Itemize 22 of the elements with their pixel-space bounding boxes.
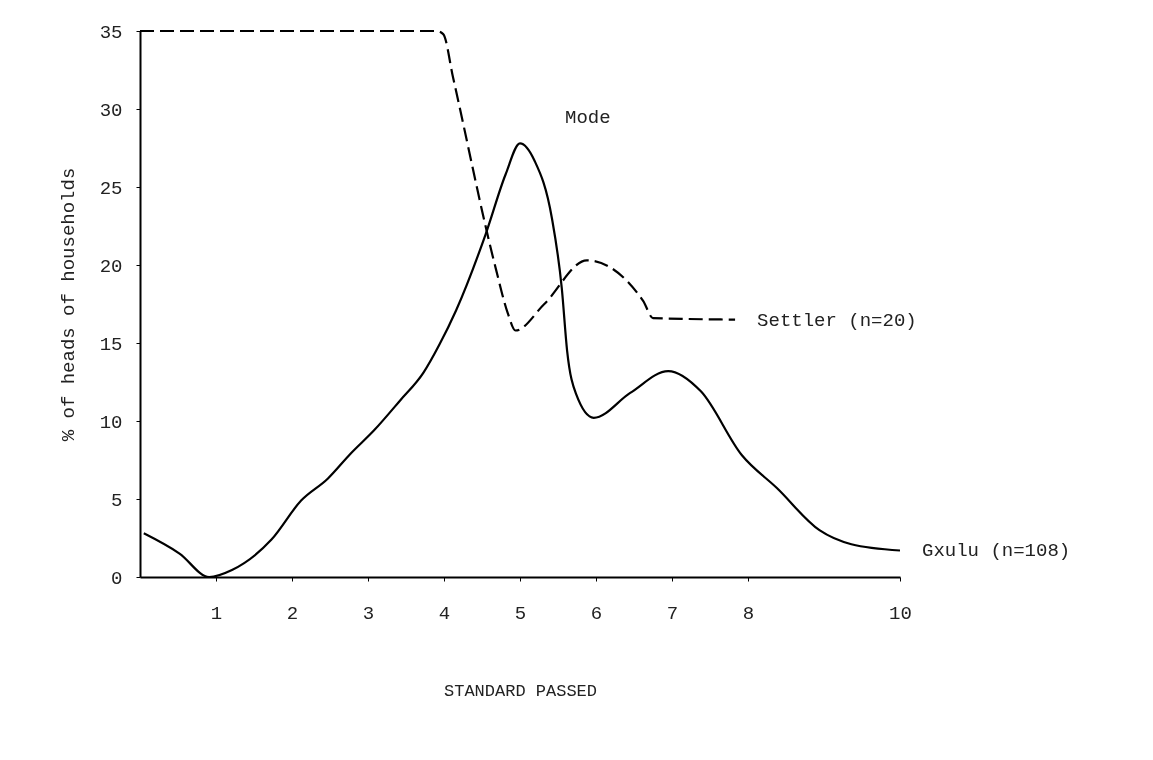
x-tick-label: 2 (286, 602, 299, 625)
y-tick-label: 30 (99, 99, 123, 122)
x-tick-label: 6 (590, 602, 603, 625)
x-tick-label: 7 (666, 602, 679, 625)
x-tick-label: 10 (889, 602, 912, 625)
x-axis-title: STANDARD PASSED (443, 681, 598, 701)
series-label: Gxulu (n=108) (922, 540, 1071, 563)
y-tick-label: 10 (99, 411, 123, 434)
y-tick-label: 35 (99, 21, 123, 44)
series-label: Settler (n=20) (757, 309, 917, 332)
x-tick-label: 4 (438, 602, 451, 625)
annotation: Mode (565, 107, 611, 130)
x-tick-label: 3 (362, 602, 375, 625)
y-axis-title: % of heads of households (57, 167, 80, 442)
x-tick-label: 5 (514, 602, 527, 625)
x-tick-label: 1 (210, 602, 223, 625)
y-tick-label: 5 (111, 489, 123, 512)
x-tick-label: 8 (742, 602, 755, 625)
y-tick-label: 15 (99, 333, 123, 356)
y-tick-label: 0 (111, 567, 123, 590)
y-tick-label: 25 (99, 177, 123, 200)
y-tick-label: 20 (99, 255, 123, 278)
